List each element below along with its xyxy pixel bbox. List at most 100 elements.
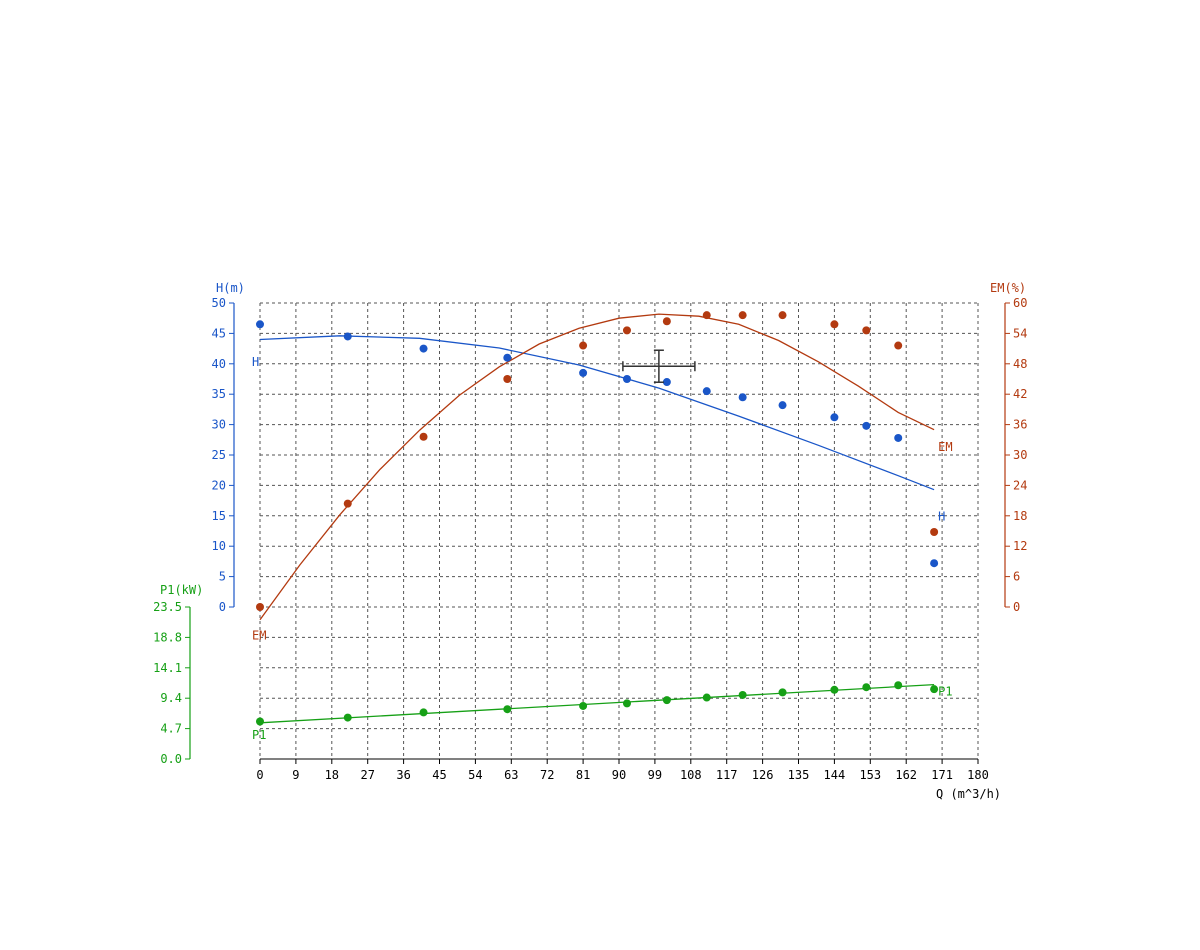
point-p1 (894, 681, 903, 690)
point-em (778, 311, 787, 320)
crosshair-marker[interactable] (622, 349, 696, 383)
curve-em (259, 313, 935, 621)
point-p1 (702, 693, 711, 702)
point-p1 (622, 699, 631, 708)
em-tick-label: 0 (1013, 600, 1020, 614)
x-tick-label: 153 (859, 768, 881, 782)
series-label-h: H (938, 510, 945, 524)
curves (259, 313, 935, 724)
x-tick-label: 45 (432, 768, 446, 782)
point-h (862, 421, 871, 430)
x-tick-label: 162 (895, 768, 917, 782)
h-tick-label: 5 (219, 570, 226, 584)
point-p1 (778, 688, 787, 697)
em-axis-label: EM(%) (990, 281, 1026, 295)
em-tick-label: 54 (1013, 326, 1027, 340)
point-p1 (662, 696, 671, 705)
h-tick-label: 25 (212, 448, 226, 462)
point-em (862, 326, 871, 335)
point-h (738, 393, 747, 402)
point-em (343, 499, 352, 508)
point-em (579, 341, 588, 350)
h-tick-label: 45 (212, 326, 226, 340)
point-p1 (503, 705, 512, 714)
x-tick-label: 180 (967, 768, 989, 782)
x-tick-label: 0 (256, 768, 263, 782)
point-p1 (419, 708, 428, 717)
point-em (930, 528, 939, 537)
point-p1 (343, 713, 352, 722)
x-tick-label: 99 (648, 768, 662, 782)
em-tick-label: 60 (1013, 296, 1027, 310)
point-h (256, 320, 264, 329)
point-p1 (930, 685, 939, 694)
x-tick-label: 171 (931, 768, 953, 782)
point-em (622, 326, 631, 335)
curve-p1 (259, 683, 935, 724)
point-h (503, 353, 512, 362)
point-h (778, 401, 787, 410)
x-tick-label: 36 (396, 768, 410, 782)
x-tick-label: 126 (752, 768, 774, 782)
p1-tick-label: 14.1 (153, 661, 182, 675)
data-points (256, 311, 939, 726)
series-label-p1: P1 (252, 728, 266, 742)
point-p1 (830, 685, 839, 694)
em-tick-label: 18 (1013, 509, 1027, 523)
axes: 0 9 18 27 36 45 54 63 72 81 90 99 108 117 126 135 144 153… (153, 296, 1027, 782)
point-em (419, 432, 428, 441)
point-em (256, 603, 264, 611)
em-tick-label: 30 (1013, 448, 1027, 462)
p1-tick-label: 0.0 (160, 752, 182, 766)
point-h (702, 387, 711, 396)
grid (259, 302, 979, 760)
em-tick-label: 6 (1013, 570, 1020, 584)
h-tick-label: 30 (212, 418, 226, 432)
point-h (419, 344, 428, 353)
point-h (930, 559, 939, 568)
point-h (579, 368, 588, 377)
x-tick-label: 135 (788, 768, 810, 782)
p1-tick-label: 9.4 (160, 691, 182, 705)
x-tick-label: 9 (292, 768, 299, 782)
em-tick-label: 24 (1013, 478, 1027, 492)
x-axis-label: Q (m^3/h) (936, 787, 1001, 801)
h-tick-label: 10 (212, 539, 226, 553)
x-tick-label: 144 (824, 768, 846, 782)
p1-tick-label: 18.8 (153, 630, 182, 644)
series-label-em: EM (252, 628, 266, 642)
series-label-h: H (252, 355, 259, 369)
x-tick-label: 81 (576, 768, 590, 782)
point-p1 (738, 690, 747, 699)
point-h (894, 433, 903, 442)
curve-h (259, 335, 935, 491)
point-em (503, 375, 512, 383)
point-em (738, 311, 747, 320)
em-tick-label: 42 (1013, 387, 1027, 401)
h-tick-label: 40 (212, 357, 226, 371)
point-h (343, 332, 352, 341)
point-h (662, 378, 671, 387)
point-em (662, 317, 671, 326)
x-tick-label: 72 (540, 768, 554, 782)
h-tick-label: 35 (212, 387, 226, 401)
em-tick-label: 48 (1013, 357, 1027, 371)
x-tick-label: 27 (360, 768, 374, 782)
h-tick-label: 0 (219, 600, 226, 614)
point-p1 (862, 683, 871, 692)
x-tick-label: 108 (680, 768, 702, 782)
p1-tick-label: 4.7 (160, 722, 182, 736)
em-tick-label: 36 (1013, 418, 1027, 432)
h-tick-label: 20 (212, 478, 226, 492)
point-p1 (256, 717, 264, 726)
em-tick-label: 12 (1013, 539, 1027, 553)
h-axis-label: H(m) (216, 281, 245, 295)
series-labels: H H EM EM P1 P1 (252, 355, 953, 742)
x-tick-label: 117 (716, 768, 738, 782)
x-tick-label: 90 (612, 768, 626, 782)
point-p1 (579, 701, 588, 710)
h-tick-label: 50 (212, 296, 226, 310)
point-h (622, 375, 631, 383)
point-em (702, 311, 711, 320)
